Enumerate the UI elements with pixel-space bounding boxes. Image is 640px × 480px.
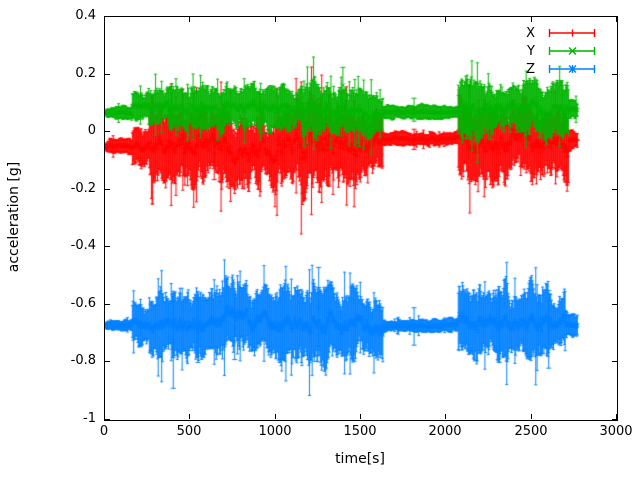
y-tick-mirror xyxy=(612,16,617,17)
y-tick-label: 0.2 xyxy=(75,66,96,81)
y-tick-mirror xyxy=(612,304,617,305)
y-tick xyxy=(105,304,110,305)
x-tick-label: 2000 xyxy=(428,424,462,439)
y-tick-label: -0.8 xyxy=(70,353,96,368)
y-tick-mirror xyxy=(612,189,617,190)
y-tick xyxy=(105,16,110,17)
x-tick xyxy=(445,414,446,419)
x-tick xyxy=(104,414,105,419)
x-tick-label: 500 xyxy=(176,424,202,439)
y-tick-mirror xyxy=(612,246,617,247)
legend-entry-x: X xyxy=(526,24,596,42)
legend-entry-y: Y xyxy=(526,42,596,60)
x-tick-mirror xyxy=(531,17,532,22)
x-tick xyxy=(360,414,361,419)
y-tick xyxy=(105,131,110,132)
y-tick xyxy=(105,74,110,75)
y-tick-mirror xyxy=(612,74,617,75)
x-tick-label: 1000 xyxy=(258,424,292,439)
x-tick-mirror xyxy=(445,17,446,22)
legend-sample-x-icon xyxy=(548,29,596,37)
y-axis-label: acceleration [g] xyxy=(6,161,22,273)
y-tick xyxy=(105,361,110,362)
x-tick xyxy=(616,414,617,419)
y-tick-label: -1 xyxy=(83,411,96,426)
x-tick-label: 3000 xyxy=(599,424,633,439)
x-tick-mirror xyxy=(275,17,276,22)
y-tick-mirror xyxy=(612,419,617,420)
x-tick-label: 1500 xyxy=(343,424,377,439)
legend-label-y: Y xyxy=(527,43,535,59)
y-tick xyxy=(105,246,110,247)
x-tick-mirror xyxy=(104,17,105,22)
legend-label-z: Z xyxy=(526,61,535,77)
y-tick xyxy=(105,419,110,420)
y-tick-label: 0.4 xyxy=(75,8,96,23)
y-tick-label: 0 xyxy=(87,123,96,138)
x-tick-label: 2500 xyxy=(514,424,548,439)
y-tick xyxy=(105,189,110,190)
y-tick-label: -0.2 xyxy=(70,181,96,196)
plot-area xyxy=(104,16,618,421)
x-tick xyxy=(531,414,532,419)
x-axis-label: time[s] xyxy=(335,451,385,467)
x-tick xyxy=(189,414,190,419)
legend-label-x: X xyxy=(526,25,535,41)
y-tick-mirror xyxy=(612,361,617,362)
x-tick-mirror xyxy=(189,17,190,22)
x-tick-mirror xyxy=(360,17,361,22)
y-tick-label: -0.6 xyxy=(70,296,96,311)
x-tick xyxy=(275,414,276,419)
legend-sample-z-icon xyxy=(548,65,596,73)
legend-entry-z: Z xyxy=(526,60,596,78)
y-tick-mirror xyxy=(612,131,617,132)
y-tick-label: -0.4 xyxy=(70,238,96,253)
x-tick-mirror xyxy=(616,17,617,22)
legend-sample-y-icon xyxy=(548,47,596,55)
x-tick-label: 0 xyxy=(99,424,109,439)
data-canvas xyxy=(105,17,617,420)
